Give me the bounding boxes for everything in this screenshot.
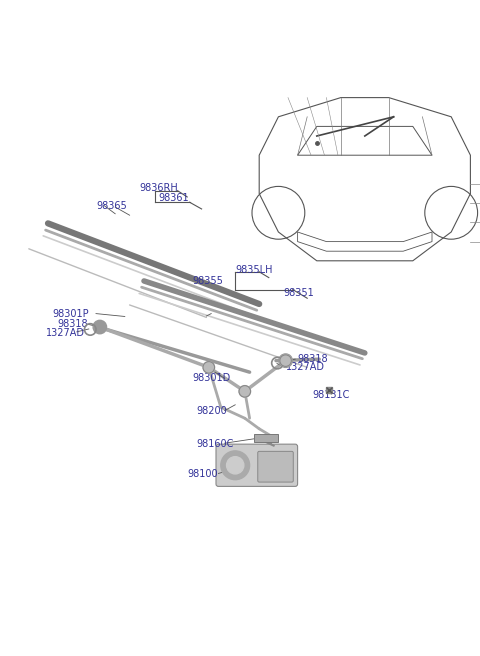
Text: 1327AD: 1327AD — [46, 328, 84, 338]
Text: 98301D: 98301D — [192, 373, 230, 383]
Circle shape — [279, 354, 292, 367]
Text: 1327AD: 1327AD — [286, 362, 324, 373]
Text: 98301P: 98301P — [53, 308, 89, 319]
Text: 9836RH: 9836RH — [139, 183, 178, 193]
Text: 98361: 98361 — [158, 194, 189, 203]
Text: 9835LH: 9835LH — [235, 266, 273, 276]
Circle shape — [93, 320, 107, 334]
Text: 98351: 98351 — [283, 289, 314, 298]
Text: 98365: 98365 — [96, 201, 127, 211]
Circle shape — [239, 386, 251, 397]
Text: 98318: 98318 — [58, 319, 88, 329]
Text: 98318: 98318 — [298, 354, 328, 364]
FancyBboxPatch shape — [216, 444, 298, 486]
Text: 98131C: 98131C — [312, 390, 349, 400]
Circle shape — [203, 361, 215, 373]
Text: 98100: 98100 — [187, 470, 218, 480]
Circle shape — [280, 355, 291, 367]
Circle shape — [221, 451, 250, 480]
FancyBboxPatch shape — [258, 451, 293, 482]
Text: 98200: 98200 — [197, 405, 228, 415]
Bar — [254, 434, 278, 442]
Text: 98355: 98355 — [192, 276, 223, 286]
Text: 98160C: 98160C — [197, 439, 234, 449]
Circle shape — [227, 457, 244, 474]
